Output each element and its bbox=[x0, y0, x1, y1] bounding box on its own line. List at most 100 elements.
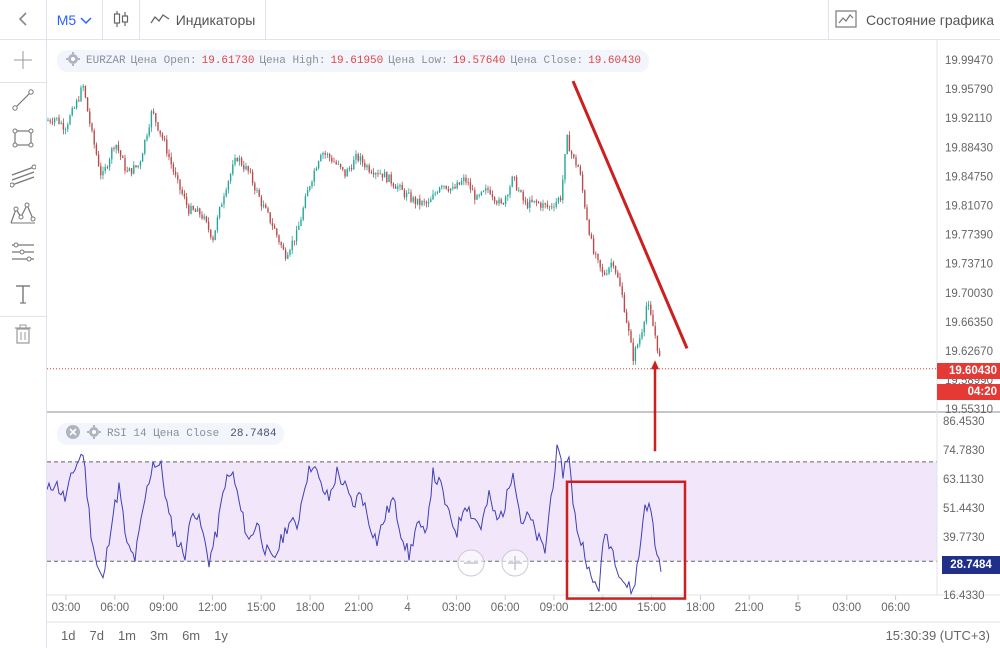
gear-icon[interactable] bbox=[65, 51, 81, 71]
text-tool[interactable] bbox=[6, 280, 40, 310]
chart-canvas[interactable]: 19.99470 19.95790 19.92110 19.88430 19.84750… bbox=[46, 40, 1000, 648]
candle-body bbox=[146, 135, 148, 140]
candle-body bbox=[84, 85, 87, 98]
candle-body bbox=[139, 161, 142, 166]
candle-body bbox=[225, 189, 227, 197]
channel-tool[interactable] bbox=[6, 162, 40, 192]
candle-body bbox=[82, 85, 84, 88]
price-axis-label: 19.77390 bbox=[945, 230, 993, 242]
current-rsi-tag: 28.7484 bbox=[942, 556, 1000, 574]
candle-body bbox=[416, 198, 419, 205]
pattern-tool[interactable] bbox=[6, 200, 40, 230]
candle-body bbox=[188, 205, 190, 214]
candle-body bbox=[579, 166, 582, 175]
back-button[interactable] bbox=[0, 0, 46, 40]
candle-body bbox=[533, 200, 535, 202]
timeframe-select[interactable]: M5 bbox=[47, 0, 102, 40]
range-6m-button[interactable]: 6m bbox=[182, 627, 201, 643]
candle-body bbox=[645, 305, 648, 322]
candle-body bbox=[174, 171, 177, 176]
legend-low-label: Цена Low: bbox=[388, 55, 448, 67]
candle-body bbox=[535, 200, 538, 203]
candle-body bbox=[196, 208, 199, 212]
candle-body bbox=[467, 182, 469, 184]
price-legend: EURZAR Цена Open: 19.61730 Цена High: 19… bbox=[57, 50, 649, 72]
candle-body bbox=[214, 230, 216, 241]
candle-body bbox=[452, 186, 454, 189]
legend-high-value: 19.61950 bbox=[330, 55, 384, 67]
range-1m-button[interactable]: 1m bbox=[117, 627, 136, 643]
zoom-controls[interactable] bbox=[457, 549, 529, 577]
candle-body bbox=[423, 201, 425, 202]
rsi-axis-label: 74.7830 bbox=[943, 445, 985, 457]
candle-body bbox=[599, 259, 601, 268]
candle-body bbox=[537, 202, 540, 204]
candle-body bbox=[392, 183, 395, 187]
trendline-tool[interactable] bbox=[6, 86, 40, 116]
candle-body bbox=[394, 186, 397, 189]
candle-body bbox=[381, 173, 384, 178]
time-axis-label: 21:00 bbox=[735, 602, 764, 614]
candle-body bbox=[291, 240, 293, 251]
candle-body bbox=[163, 138, 166, 140]
candle-body bbox=[148, 127, 150, 136]
candle-body bbox=[408, 192, 410, 194]
candle-body bbox=[419, 198, 421, 206]
candle-body bbox=[559, 197, 562, 201]
delete-drawings-button[interactable] bbox=[6, 320, 40, 350]
candle-body bbox=[302, 207, 304, 220]
candle-body bbox=[240, 158, 243, 166]
clock[interactable]: 15:30:39 (UTC+3) bbox=[885, 627, 990, 643]
candle-body bbox=[287, 254, 289, 259]
candle-body bbox=[612, 262, 615, 267]
range-7d-button[interactable]: 7d bbox=[89, 627, 104, 643]
candle-body bbox=[295, 229, 298, 242]
candle-body bbox=[434, 193, 436, 195]
candle-body bbox=[117, 144, 120, 151]
candle-body bbox=[520, 190, 522, 192]
gear-icon[interactable] bbox=[86, 424, 102, 444]
candle-body bbox=[623, 294, 626, 313]
candle-body bbox=[56, 117, 58, 119]
candle-body bbox=[284, 249, 287, 259]
candle-body bbox=[227, 181, 230, 190]
indicators-button[interactable]: Индикаторы bbox=[140, 0, 265, 40]
candle-body bbox=[124, 158, 126, 171]
candle-body bbox=[276, 228, 278, 236]
time-axis-label: 03:00 bbox=[442, 602, 471, 614]
range-1y-button[interactable]: 1y bbox=[214, 627, 228, 643]
candle-body bbox=[540, 202, 542, 208]
chart-state-button[interactable]: Состояние графика bbox=[829, 0, 1000, 40]
pattern-icon bbox=[9, 201, 37, 230]
close-icon[interactable] bbox=[65, 424, 81, 444]
candle-body bbox=[647, 304, 650, 306]
candle-body bbox=[436, 192, 439, 194]
chart-type-button[interactable] bbox=[103, 0, 139, 40]
candle-body bbox=[317, 161, 320, 169]
candle-body bbox=[113, 148, 115, 149]
rectangle-tool[interactable] bbox=[6, 124, 40, 154]
price-axis-label: 19.88430 bbox=[945, 142, 993, 154]
time-axis-label: 18:00 bbox=[686, 602, 715, 614]
fibonacci-tool[interactable] bbox=[6, 238, 40, 268]
candle-body bbox=[144, 139, 146, 154]
candle-body bbox=[62, 122, 65, 130]
crosshair-tool[interactable] bbox=[6, 46, 40, 76]
range-1d-button[interactable]: 1d bbox=[61, 627, 76, 643]
candle-body bbox=[595, 253, 597, 255]
price-axis-label: 19.99470 bbox=[945, 55, 993, 67]
candle-body bbox=[359, 156, 362, 161]
trend-line-annotation bbox=[571, 80, 689, 349]
range-3m-button[interactable]: 3m bbox=[150, 627, 169, 643]
candle-body bbox=[260, 196, 263, 207]
candle-body bbox=[159, 130, 161, 134]
candle-body bbox=[355, 154, 357, 160]
candle-body bbox=[379, 173, 381, 175]
chart-area[interactable]: 19.99470 19.95790 19.92110 19.88430 19.84750… bbox=[46, 40, 1000, 648]
candle-body bbox=[656, 335, 659, 351]
candle-body bbox=[234, 158, 236, 165]
candle-body bbox=[654, 326, 656, 336]
candle-body bbox=[469, 182, 472, 190]
candle-body bbox=[643, 321, 645, 333]
chevron-left-icon bbox=[17, 11, 29, 30]
